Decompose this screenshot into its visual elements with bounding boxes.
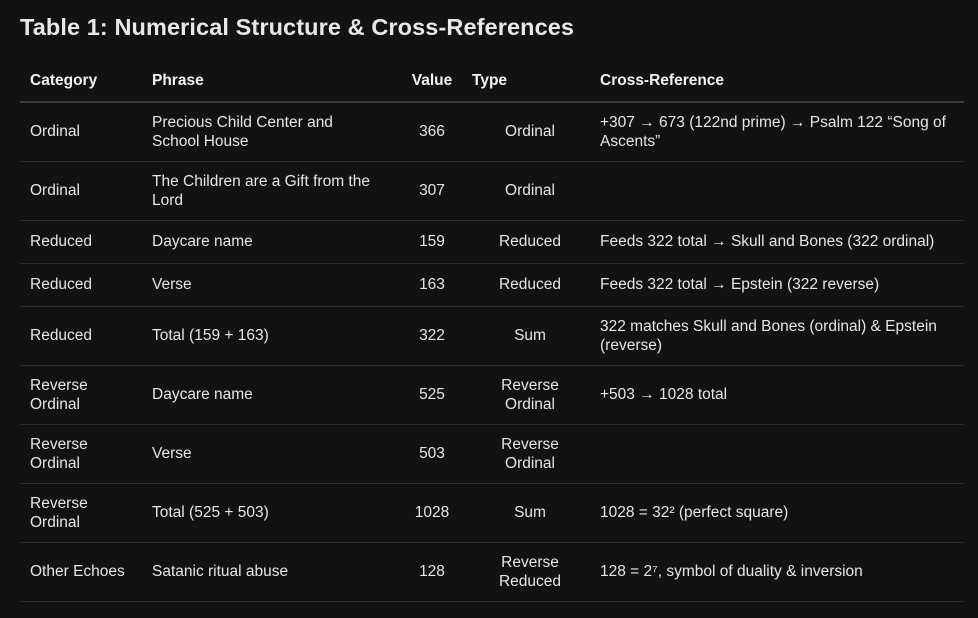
cell-category: Reverse Ordinal xyxy=(20,424,142,484)
table-row: Other Echoes Satanic ritual abuse 128 Re… xyxy=(20,542,964,602)
table-row: Reduced Daycare name 159 Reduced Feeds 3… xyxy=(20,220,964,264)
cell-value: 322 xyxy=(394,306,470,366)
header-cross-reference: Cross-Reference xyxy=(590,61,964,103)
cell-type: Reduced xyxy=(470,263,590,307)
cell-category: Reduced xyxy=(20,306,142,366)
cell-value: 503 xyxy=(394,424,470,484)
cell-type: Reduced xyxy=(470,220,590,264)
cell-phrase: Total (159 + 163) xyxy=(142,306,394,366)
cell-phrase: Daycare name xyxy=(142,365,394,425)
cell-phrase: Daycare name xyxy=(142,220,394,264)
cell-phrase: Verse xyxy=(142,263,394,307)
cell-value: 366 xyxy=(394,102,470,162)
table-body: Ordinal Precious Child Center and School… xyxy=(20,102,964,602)
cell-category: Reduced xyxy=(20,220,142,264)
header-phrase: Phrase xyxy=(142,61,394,103)
cell-cross-reference: +307 → 673 (122nd prime) → Psalm 122 “So… xyxy=(590,102,964,162)
cell-phrase: Total (525 + 503) xyxy=(142,483,394,543)
cell-value: 163 xyxy=(394,263,470,307)
header-row: Category Phrase Value Type Cross-Referen… xyxy=(20,61,964,103)
cell-value: 525 xyxy=(394,365,470,425)
cell-cross-reference xyxy=(590,161,964,221)
cell-category: Reverse Ordinal xyxy=(20,483,142,543)
cell-type: Ordinal xyxy=(470,161,590,221)
header-value: Value xyxy=(394,61,470,103)
table-row: Reduced Total (159 + 163) 322 Sum 322 ma… xyxy=(20,306,964,366)
cell-phrase: Satanic ritual abuse xyxy=(142,542,394,602)
cell-type: Sum xyxy=(470,483,590,543)
cell-type: Sum xyxy=(470,306,590,366)
cell-category: Ordinal xyxy=(20,161,142,221)
table-header: Category Phrase Value Type Cross-Referen… xyxy=(20,61,964,103)
table-row: Reverse Ordinal Verse 503 Reverse Ordina… xyxy=(20,424,964,484)
cell-category: Ordinal xyxy=(20,102,142,162)
cell-phrase: The Children are a Gift from the Lord xyxy=(142,161,394,221)
cell-type: Reverse Ordinal xyxy=(470,424,590,484)
cell-cross-reference: 322 matches Skull and Bones (ordinal) & … xyxy=(590,306,964,366)
cell-cross-reference: +503 → 1028 total xyxy=(590,365,964,425)
table-row: Reverse Ordinal Total (525 + 503) 1028 S… xyxy=(20,483,964,543)
header-type: Type xyxy=(470,61,590,103)
cell-cross-reference: 128 = 2⁷, symbol of duality & inversion xyxy=(590,542,964,602)
cell-type: Ordinal xyxy=(470,102,590,162)
cell-category: Reduced xyxy=(20,263,142,307)
table-row: Ordinal Precious Child Center and School… xyxy=(20,102,964,162)
cell-value: 159 xyxy=(394,220,470,264)
cell-type: Reverse Reduced xyxy=(470,542,590,602)
page-title: Table 1: Numerical Structure & Cross-Ref… xyxy=(20,14,575,40)
cell-phrase: Precious Child Center and School House xyxy=(142,102,394,162)
cell-cross-reference: 1028 = 32² (perfect square) xyxy=(590,483,964,543)
table-row: Reverse Ordinal Daycare name 525 Reverse… xyxy=(20,365,964,425)
cell-cross-reference xyxy=(590,424,964,484)
cell-value: 128 xyxy=(394,542,470,602)
cell-category: Other Echoes xyxy=(20,542,142,602)
table-row: Reduced Verse 163 Reduced Feeds 322 tota… xyxy=(20,263,964,307)
header-category: Category xyxy=(20,61,142,103)
table-row: Ordinal The Children are a Gift from the… xyxy=(20,161,964,221)
cell-category: Reverse Ordinal xyxy=(20,365,142,425)
numerical-structure-table: Category Phrase Value Type Cross-Referen… xyxy=(20,61,964,602)
cell-cross-reference: Feeds 322 total → Epstein (322 reverse) xyxy=(590,263,964,307)
cell-type: Reverse Ordinal xyxy=(470,365,590,425)
cell-phrase: Verse xyxy=(142,424,394,484)
cell-value: 307 xyxy=(394,161,470,221)
cell-cross-reference: Feeds 322 total → Skull and Bones (322 o… xyxy=(590,220,964,264)
cell-value: 1028 xyxy=(394,483,470,543)
